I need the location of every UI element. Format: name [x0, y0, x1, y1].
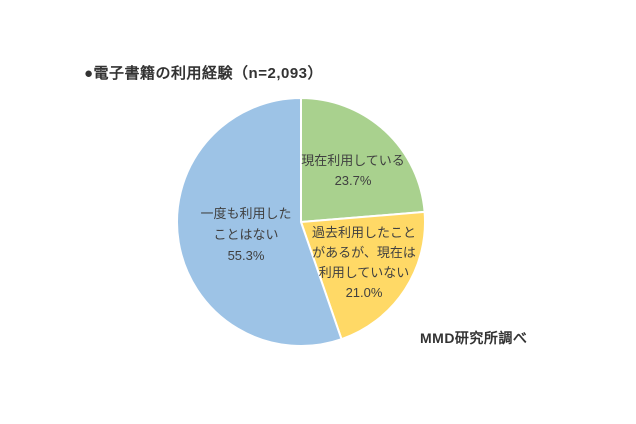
slice-value-label: 55.3%: [227, 248, 265, 263]
slice-label-current-user: 現在利用している 23.7%: [283, 151, 423, 191]
slice-label-past-user: 過去利用したこと があるが、現在は 利用していない 21.0%: [289, 223, 439, 303]
slice-label-text: 現在利用している: [301, 153, 405, 168]
slice-label-text: 利用していない: [318, 265, 410, 280]
slice-label-text: があるが、現在は: [312, 245, 416, 260]
pie-slice-2: [176, 97, 343, 347]
slice-label-text: 一度も利用した: [200, 206, 292, 221]
slice-label-text: 過去利用したこと: [311, 225, 416, 240]
slice-label-text: ことはない: [213, 227, 279, 242]
pie-slice-0: [300, 97, 426, 223]
slice-value-label: 21.0%: [345, 285, 383, 300]
source-credit: MMD研究所調べ: [420, 330, 528, 346]
slice-label-never-used: 一度も利用した ことはない 55.3%: [176, 203, 316, 266]
chart-title: ●電子書籍の利用経験（n=2,093）: [84, 65, 324, 82]
slice-value-label: 23.7%: [334, 173, 372, 188]
pie-slice-1: [300, 210, 426, 341]
pie-chart: [176, 97, 426, 347]
